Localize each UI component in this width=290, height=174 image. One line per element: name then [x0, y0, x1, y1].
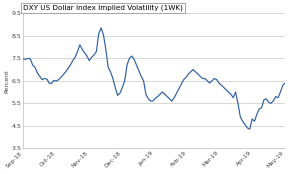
- Y-axis label: Percent: Percent: [5, 69, 10, 93]
- Text: DXY US Dollar Index Implied Volatility (1WK): DXY US Dollar Index Implied Volatility (…: [23, 5, 183, 11]
